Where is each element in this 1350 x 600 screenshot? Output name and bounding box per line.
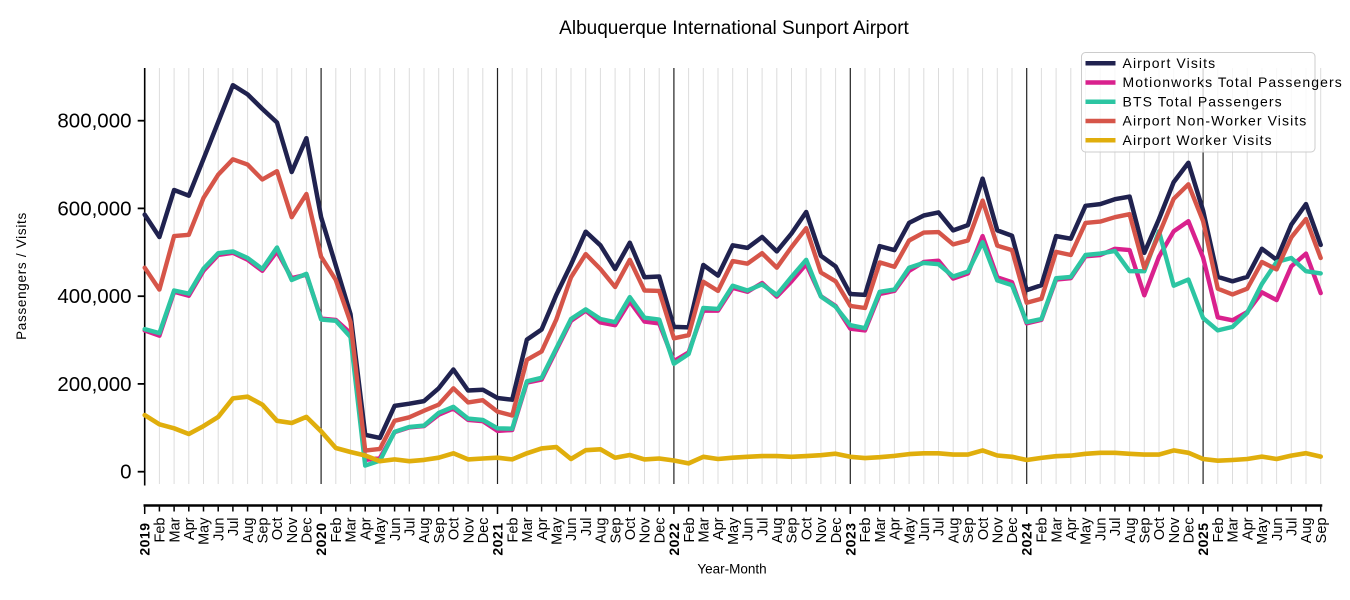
svg-text:2021: 2021: [490, 523, 506, 556]
svg-text:Oct: Oct: [270, 518, 286, 541]
svg-text:2020: 2020: [313, 523, 329, 556]
svg-text:Jun: Jun: [1270, 518, 1286, 541]
svg-text:Feb: Feb: [505, 518, 521, 543]
svg-text:Nov: Nov: [285, 517, 301, 544]
svg-text:May: May: [1255, 517, 1271, 545]
svg-text:Apr: Apr: [535, 517, 551, 540]
svg-text:Motionworks Total Passengers: Motionworks Total Passengers: [1123, 74, 1343, 90]
svg-text:Jul: Jul: [226, 518, 242, 537]
svg-text:Nov: Nov: [461, 517, 477, 544]
svg-text:Oct: Oct: [623, 518, 639, 541]
svg-text:Feb: Feb: [858, 518, 874, 543]
svg-text:Jun: Jun: [917, 518, 933, 541]
svg-text:2024: 2024: [1019, 523, 1035, 556]
svg-text:Apr: Apr: [1240, 517, 1256, 540]
svg-text:Apr: Apr: [1064, 517, 1080, 540]
svg-text:Oct: Oct: [799, 518, 815, 541]
svg-text:Jul: Jul: [1108, 518, 1124, 537]
svg-text:Apr: Apr: [358, 517, 374, 540]
svg-text:Nov: Nov: [1167, 517, 1183, 544]
svg-text:Apr: Apr: [711, 517, 727, 540]
svg-text:Nov: Nov: [814, 517, 830, 544]
svg-text:Sep: Sep: [1138, 518, 1154, 544]
svg-text:400,000: 400,000: [57, 285, 131, 308]
svg-text:Jun: Jun: [211, 518, 227, 541]
svg-text:Mar: Mar: [344, 517, 360, 542]
svg-text:Feb: Feb: [682, 518, 698, 543]
svg-text:Apr: Apr: [182, 517, 198, 540]
svg-text:Jun: Jun: [1093, 518, 1109, 541]
svg-text:May: May: [197, 517, 213, 545]
svg-text:Jul: Jul: [1285, 518, 1301, 537]
svg-text:Sep: Sep: [608, 518, 624, 544]
svg-text:Sep: Sep: [432, 518, 448, 544]
svg-text:Nov: Nov: [991, 517, 1007, 544]
svg-text:Jun: Jun: [741, 518, 757, 541]
svg-text:Feb: Feb: [153, 518, 169, 543]
svg-text:2019: 2019: [137, 523, 153, 556]
svg-text:Dec: Dec: [1182, 518, 1198, 544]
svg-text:May: May: [373, 517, 389, 545]
svg-text:Jun: Jun: [388, 518, 404, 541]
svg-text:Year-Month: Year-Month: [697, 562, 766, 577]
svg-text:Albuquerque International Sunp: Albuquerque International Sunport Airpor…: [559, 18, 909, 39]
svg-text:Jul: Jul: [579, 518, 595, 537]
svg-text:Aug: Aug: [1299, 518, 1315, 544]
svg-text:Jun: Jun: [564, 518, 580, 541]
svg-text:Mar: Mar: [1226, 517, 1242, 542]
svg-text:Mar: Mar: [873, 517, 889, 542]
svg-text:Feb: Feb: [1211, 518, 1227, 543]
svg-text:Jul: Jul: [403, 518, 419, 537]
svg-text:Sep: Sep: [785, 518, 801, 544]
svg-text:Airport Worker Visits: Airport Worker Visits: [1123, 132, 1273, 148]
svg-text:2023: 2023: [842, 523, 858, 556]
svg-text:Passengers / Visits: Passengers / Visits: [14, 212, 29, 340]
svg-text:Sep: Sep: [1314, 518, 1330, 544]
svg-text:2022: 2022: [666, 523, 682, 556]
svg-text:Jul: Jul: [755, 518, 771, 537]
svg-text:Oct: Oct: [447, 518, 463, 541]
svg-text:Airport Non-Worker Visits: Airport Non-Worker Visits: [1123, 113, 1308, 129]
svg-text:May: May: [550, 517, 566, 545]
svg-text:0: 0: [120, 461, 131, 484]
svg-text:Mar: Mar: [1049, 517, 1065, 542]
svg-text:2025: 2025: [1195, 523, 1211, 556]
svg-text:Jul: Jul: [932, 518, 948, 537]
svg-text:Oct: Oct: [976, 518, 992, 541]
svg-text:Nov: Nov: [638, 517, 654, 544]
svg-text:Airport Visits: Airport Visits: [1123, 55, 1217, 71]
svg-text:Aug: Aug: [241, 518, 257, 544]
svg-text:Aug: Aug: [594, 518, 610, 544]
svg-text:May: May: [726, 517, 742, 545]
svg-text:BTS Total Passengers: BTS Total Passengers: [1123, 93, 1283, 109]
svg-text:Aug: Aug: [946, 518, 962, 544]
svg-text:800,000: 800,000: [57, 110, 131, 133]
svg-text:Feb: Feb: [329, 518, 345, 543]
svg-text:Feb: Feb: [1035, 518, 1051, 543]
svg-text:Sep: Sep: [961, 518, 977, 544]
svg-text:Aug: Aug: [1123, 518, 1139, 544]
svg-text:Oct: Oct: [1152, 518, 1168, 541]
svg-text:Dec: Dec: [476, 518, 492, 544]
svg-text:Mar: Mar: [697, 517, 713, 542]
svg-text:Dec: Dec: [1005, 518, 1021, 544]
svg-text:Aug: Aug: [417, 518, 433, 544]
svg-text:Dec: Dec: [829, 518, 845, 544]
svg-text:Apr: Apr: [888, 517, 904, 540]
svg-text:Dec: Dec: [652, 518, 668, 544]
svg-text:May: May: [902, 517, 918, 545]
svg-text:Aug: Aug: [770, 518, 786, 544]
svg-text:Mar: Mar: [520, 517, 536, 542]
svg-text:200,000: 200,000: [57, 373, 131, 396]
svg-text:Sep: Sep: [256, 518, 272, 544]
svg-text:Mar: Mar: [167, 517, 183, 542]
svg-text:Dec: Dec: [300, 518, 316, 544]
svg-text:600,000: 600,000: [57, 197, 131, 220]
svg-text:May: May: [1079, 517, 1095, 545]
